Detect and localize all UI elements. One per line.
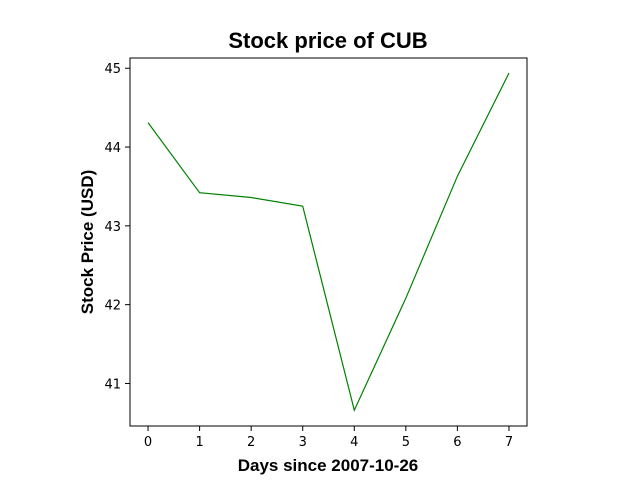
- plot-area-frame: [129, 57, 528, 427]
- x-axis-label: Days since 2007-10-26: [238, 456, 419, 475]
- x-tick-label: 6: [453, 435, 461, 450]
- x-axis: 0 1 2 3 4 5 6 7: [144, 426, 513, 450]
- y-axis: 41 42 43 44 45: [104, 62, 130, 392]
- y-tick-label: 42: [104, 299, 121, 314]
- x-tick-label: 7: [505, 435, 513, 450]
- y-tick-label: 41: [104, 377, 121, 392]
- chart-title: Stock price of CUB: [228, 28, 427, 53]
- x-tick-label: 5: [402, 435, 410, 450]
- y-tick-label: 43: [104, 220, 121, 235]
- y-tick-label: 45: [104, 62, 121, 77]
- x-tick-label: 3: [299, 435, 307, 450]
- x-tick-label: 0: [144, 435, 152, 450]
- x-tick-label: 2: [247, 435, 255, 450]
- x-tick-label: 1: [195, 435, 203, 450]
- x-tick-label: 4: [350, 435, 358, 450]
- series-line: [147, 72, 510, 412]
- y-axis-label: Stock Price (USD): [78, 170, 97, 315]
- series-group: [147, 72, 510, 412]
- y-tick-label: 44: [104, 141, 121, 156]
